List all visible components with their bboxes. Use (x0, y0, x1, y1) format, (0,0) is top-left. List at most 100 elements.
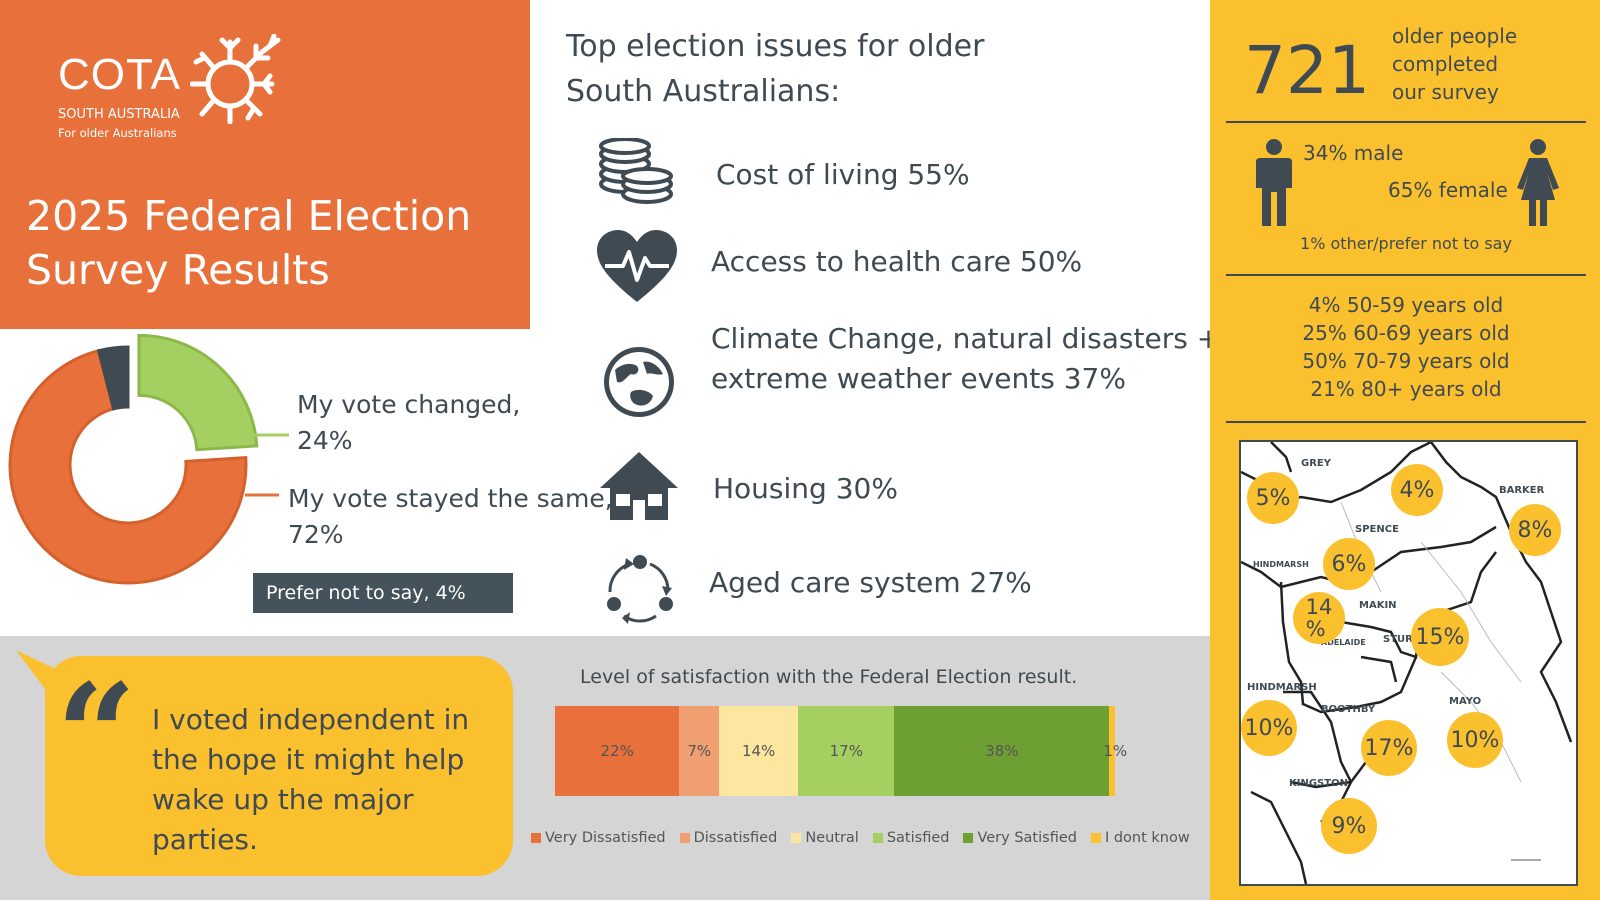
quote-mark-icon: “ (56, 654, 137, 818)
issue-climate-line2: extreme weather events 37% (711, 362, 1126, 395)
page-title-line2: Survey Results (26, 246, 330, 294)
electorate-map: GREY BARKER SPENCE HINDMARSH MAKIN STURT… (1239, 440, 1578, 886)
legend-item: Satisfied (872, 830, 950, 846)
donut-label-changed: My vote changed, 24% (297, 387, 520, 459)
issue-climate-line1: Climate Change, natural disasters + (711, 322, 1221, 355)
map-bubble-boothby: 17% (1361, 720, 1417, 776)
quote-box (45, 656, 513, 876)
female-icon (1517, 139, 1559, 226)
satisfaction-chart-title: Level of satisfaction with the Federal E… (580, 666, 1078, 688)
bar-segment-satisfied: 17% (798, 706, 895, 796)
divider (1226, 121, 1586, 123)
male-icon (1256, 139, 1292, 226)
region-mayo: MAYO (1449, 696, 1482, 707)
quote-text: I voted independent in the hope it might… (152, 700, 492, 860)
quote-line1: I voted independent in (152, 703, 470, 736)
map-bubble-grey: 5% (1247, 472, 1299, 524)
bar-data-label: 14% (741, 742, 776, 760)
bar-data-label: 1% (1103, 742, 1128, 760)
legend-item: Dissatisfied (679, 830, 778, 846)
logo-text: COTA (58, 50, 181, 99)
map-bubble-hindmarsh: 10% (1241, 700, 1297, 756)
map-bubble-kingston: 9% (1321, 798, 1377, 854)
bar-data-label: 38% (985, 742, 1019, 760)
issue-aged-care: Aged care system 27% (709, 566, 1032, 599)
quote-line3: wake up the major (152, 783, 414, 816)
donut-label-prefer: Prefer not to say, 4% (253, 573, 513, 613)
divider (1226, 421, 1586, 423)
region-sturt: STURT (1383, 634, 1420, 645)
logo-coral-icon (190, 34, 281, 124)
map-bubble-mayo: 10% (1447, 712, 1503, 768)
vote-change-donut-chart (8, 333, 259, 585)
donut-label-changed-line2: 24% (297, 426, 353, 455)
region-adelaide: ADELAIDE (1321, 638, 1366, 647)
region-hindmarsh-north: HINDMARSH (1253, 560, 1309, 569)
legend-swatch (679, 833, 690, 843)
legend-label: Dissatisfied (693, 830, 778, 846)
satisfaction-stacked-bar: 22% 7% 14% 17% 38% 1% (555, 706, 1127, 796)
bar-segment-very-satisfied: 38% (894, 706, 1110, 796)
legend-swatch (872, 833, 883, 843)
divider (1226, 274, 1586, 276)
region-spence: SPENCE (1355, 524, 1399, 535)
map-bubble-spence: 6% (1323, 538, 1375, 590)
legend-item: I dont know (1090, 830, 1190, 846)
bar-data-label: 22% (600, 742, 634, 760)
quote-line2: the hope it might help (152, 743, 465, 776)
page-title-line1: 2025 Federal Election (26, 192, 472, 240)
region-barker: BARKER (1499, 485, 1545, 496)
female-percent: 65% female (1388, 178, 1508, 202)
legend-swatch (963, 833, 974, 843)
donut-label-same: My vote stayed the same, 72% (288, 481, 613, 553)
survey-count: 721 (1244, 32, 1370, 109)
legend-label: Very Dissatisfied (545, 830, 666, 846)
legend-item: Very Satisfied (963, 830, 1077, 846)
donut-slice-same (8, 348, 248, 585)
male-percent: 34% male (1303, 141, 1404, 165)
heart-pulse-icon (597, 230, 677, 302)
survey-text-line2: completed (1392, 52, 1499, 76)
bar-data-label: 17% (829, 742, 863, 760)
donut-leader-lines (245, 433, 289, 497)
survey-text-line1: older people (1392, 24, 1518, 48)
region-hindmarsh: HINDMARSH (1247, 682, 1317, 693)
survey-count-text: older people completed our survey (1392, 22, 1532, 106)
region-makin: MAKIN (1359, 600, 1397, 611)
age-50-59: 4% 50-59 years old (1308, 293, 1504, 317)
cycle-icon (607, 555, 673, 624)
survey-text-line3: our survey (1392, 80, 1499, 104)
issues-title-line2: South Australians: (566, 74, 841, 109)
bar-segment-neutral: 14% (719, 706, 799, 796)
quote-line4: parties. (152, 823, 258, 856)
issues-title: Top election issues for older South Aust… (566, 24, 1026, 114)
header-panel (0, 0, 530, 329)
legend-swatch (791, 833, 802, 843)
legend-label: Satisfied (886, 830, 950, 846)
logo-tagline: For older Australians (58, 126, 177, 140)
issues-title-line1: Top election issues for older (566, 29, 985, 64)
donut-slice-changed (137, 333, 259, 452)
legend-label: Neutral (805, 830, 859, 846)
bar-segment-i-dont-know: 1% (1103, 706, 1127, 796)
legend-swatch (531, 833, 541, 843)
issue-housing: Housing 30% (713, 472, 898, 505)
donut-label-same-line1: My vote stayed the same, (288, 484, 613, 513)
map-bubble-spence-north: 4% (1391, 464, 1443, 516)
issue-health-care: Access to health care 50% (711, 245, 1083, 278)
issue-cost-of-living: Cost of living 55% (716, 158, 970, 191)
globe-icon (604, 347, 674, 417)
age-80-plus: 21% 80+ years old (1310, 377, 1502, 401)
region-grey: GREY (1301, 458, 1331, 469)
donut-label-changed-line1: My vote changed, (297, 390, 521, 419)
donut-slice-prefer (96, 345, 130, 411)
house-icon (600, 452, 678, 520)
map-bubble-barker: 8% (1509, 504, 1561, 556)
coins-icon (599, 138, 673, 204)
bar-segment-very-dissatisfied: 22% (555, 706, 680, 796)
region-kingston: KINGSTON (1289, 778, 1348, 789)
age-60-69: 25% 60-69 years old (1302, 321, 1510, 345)
logo-subtitle: SOUTH AUSTRALIA (58, 107, 180, 122)
satisfaction-legend: Very Dissatisfied Dissatisfied Neutral Sati… (531, 830, 1211, 846)
age-70-79: 50% 70-79 years old (1302, 349, 1510, 373)
